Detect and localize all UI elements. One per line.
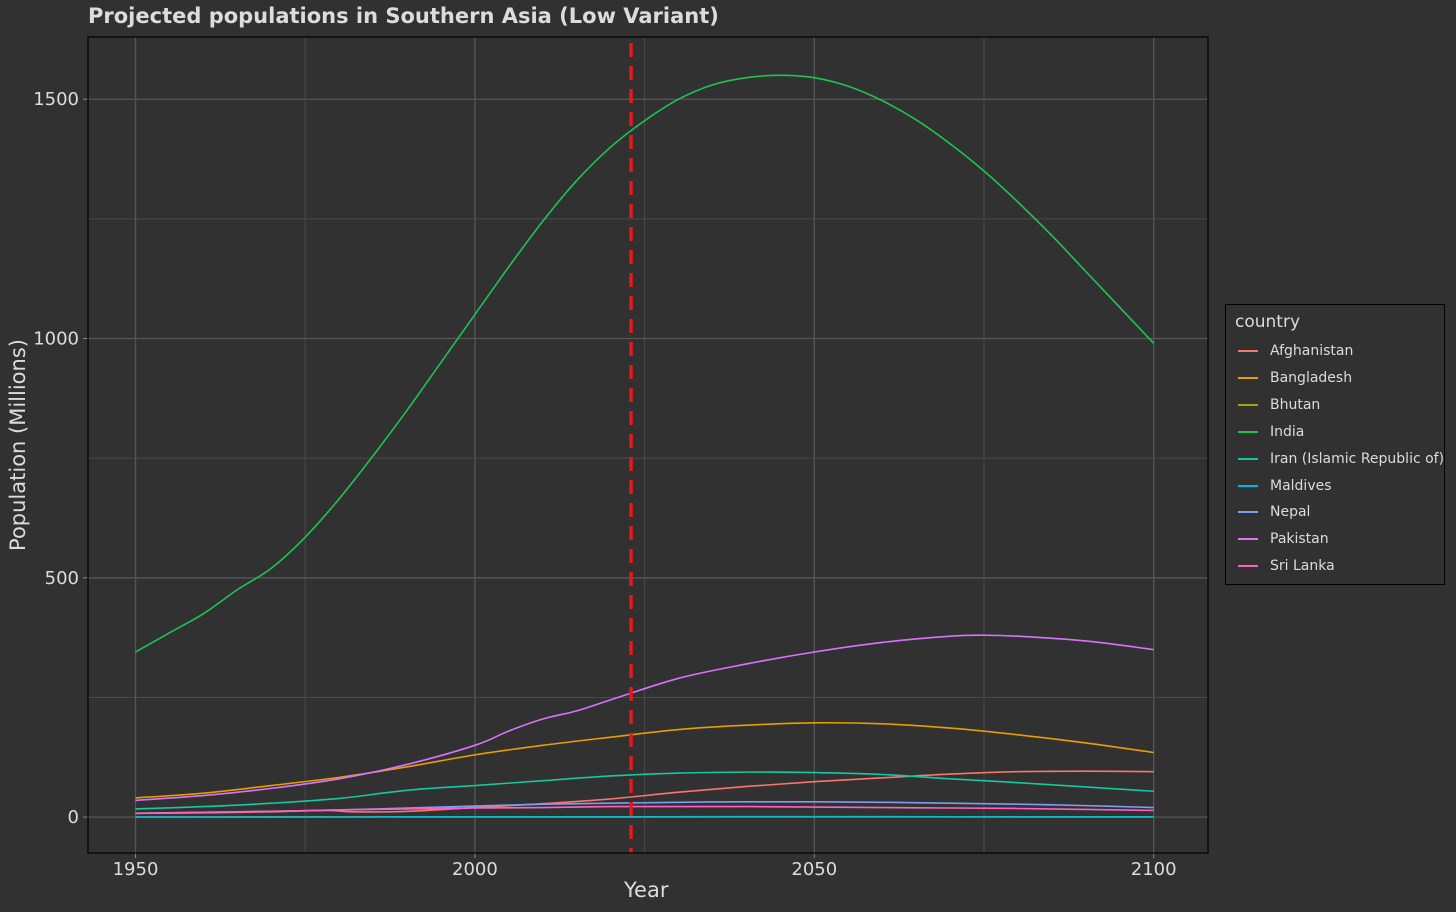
plot-panel [88, 37, 1208, 853]
x-tick-label: 2050 [791, 859, 837, 880]
legend-item-pakistan: Pakistan [1238, 529, 1329, 549]
y-tick-label: 500 [45, 568, 79, 589]
legend-label: Pakistan [1270, 531, 1329, 548]
legend-label: Sri Lanka [1270, 558, 1335, 575]
legend-key [1238, 403, 1258, 406]
y-tick-label: 1000 [33, 329, 79, 350]
legend-key [1238, 376, 1258, 379]
series-line-bangladesh [135, 721, 1154, 799]
y-tick-label: 0 [68, 807, 79, 828]
legend-title: country [1235, 312, 1301, 332]
legend-key [1238, 538, 1258, 541]
legend-item-bhutan: Bhutan [1238, 395, 1320, 415]
legend-key [1238, 511, 1258, 514]
series-line-iran-islamic-republic-of [135, 771, 1154, 810]
legend-label: Maldives [1270, 477, 1332, 494]
legend-key [1238, 350, 1258, 352]
legend-label: India [1270, 423, 1305, 440]
legend-item-maldives: Maldives [1238, 476, 1332, 496]
legend-item-iran-islamic-republic-of: Iran (Islamic Republic of) [1238, 449, 1444, 469]
chart-title: Projected populations in Southern Asia (… [88, 4, 719, 28]
legend-item-nepal: Nepal [1238, 502, 1310, 522]
plot-border [87, 36, 1209, 854]
series-line-pakistan [135, 634, 1154, 802]
legend-item-sri-lanka: Sri Lanka [1238, 556, 1335, 576]
legend-label: Nepal [1270, 504, 1311, 521]
legend-key [1238, 484, 1258, 487]
legend-item-bangladesh: Bangladesh [1238, 368, 1352, 388]
legend-label: Iran (Islamic Republic of) [1270, 450, 1445, 467]
legend-key [1238, 430, 1258, 433]
y-tick-label: 1500 [33, 89, 79, 110]
legend-item-india: India [1238, 422, 1304, 442]
legend-key [1238, 457, 1258, 460]
legend-label: Bhutan [1270, 396, 1321, 413]
legend: country Afghanistan Bangladesh Bhutan India… [1225, 304, 1445, 585]
legend-label: Afghanistan [1270, 343, 1354, 359]
series-line-india [135, 74, 1155, 653]
x-axis-label: Year [624, 878, 669, 902]
x-tick-label: 2000 [452, 859, 498, 880]
legend-key [1238, 565, 1258, 568]
legend-label: Bangladesh [1270, 369, 1353, 386]
x-tick-label: 2100 [1131, 859, 1177, 880]
x-tick-label: 1950 [113, 859, 159, 880]
series-line-sri-lanka [135, 805, 1154, 815]
y-axis-label: Population (Millions) [6, 339, 30, 551]
legend-item-afghanistan: Afghanistan [1238, 341, 1353, 361]
